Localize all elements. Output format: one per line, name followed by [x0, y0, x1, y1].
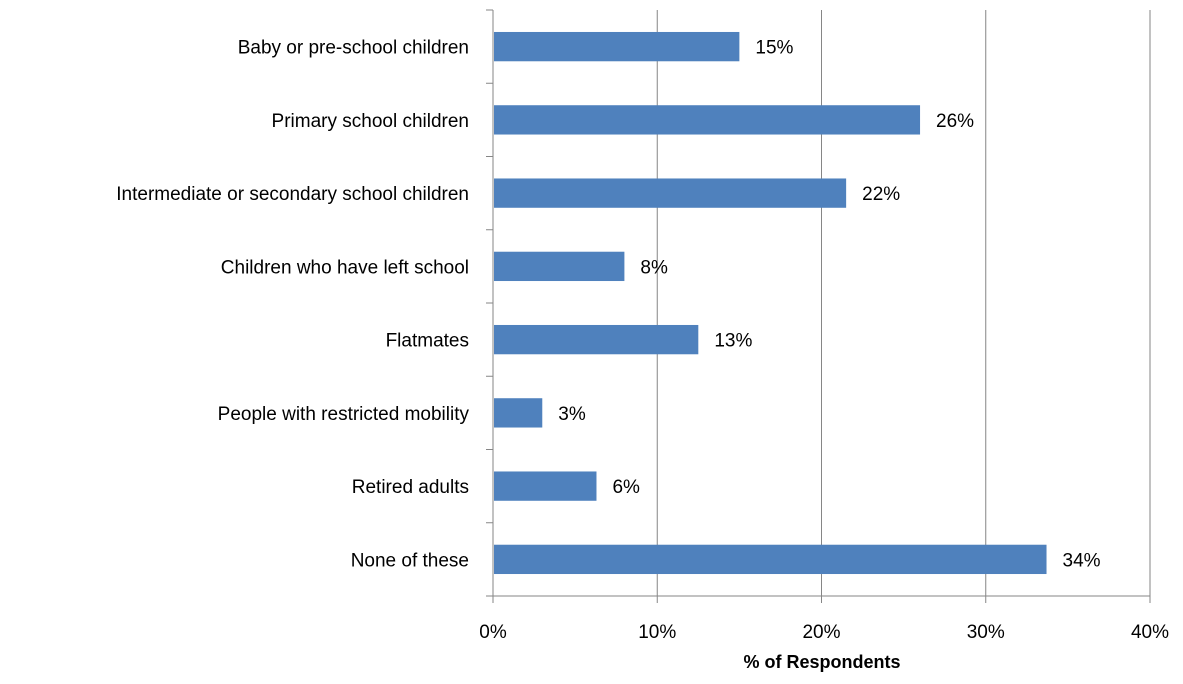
bar — [494, 544, 1047, 575]
bar — [494, 398, 543, 428]
category-label: Children who have left school — [221, 257, 469, 278]
gridlines — [656, 10, 1151, 596]
data-label: 3% — [558, 404, 586, 425]
x-tick-label: 40% — [1131, 622, 1169, 643]
bar — [494, 105, 921, 135]
x-tick-label: 20% — [802, 622, 840, 643]
x-tick-label: 30% — [967, 622, 1005, 643]
bar — [494, 178, 847, 208]
data-label: 8% — [640, 257, 668, 278]
bar — [494, 251, 625, 282]
category-label: Primary school children — [272, 111, 469, 132]
bar — [494, 31, 740, 62]
bar — [494, 471, 597, 501]
data-label: 34% — [1063, 550, 1101, 571]
data-label: 22% — [862, 184, 900, 205]
data-label: 26% — [936, 111, 974, 132]
x-tick-label: 0% — [479, 622, 507, 643]
category-label: People with restricted mobility — [218, 404, 470, 425]
category-label: Retired adults — [352, 477, 469, 498]
data-label: 6% — [612, 477, 640, 498]
bar — [494, 324, 699, 355]
axes — [486, 9, 1151, 603]
x-axis-title: % of Respondents — [743, 652, 900, 672]
data-label: 15% — [755, 38, 793, 59]
labels: 0% 10% 20% 30% 40% Baby or pre-school childre… — [116, 38, 1169, 643]
data-label: 13% — [714, 331, 752, 352]
category-label: Intermediate or secondary school childre… — [116, 184, 469, 205]
category-label: Flatmates — [386, 331, 469, 352]
bars — [494, 31, 1047, 575]
category-label: Baby or pre-school children — [238, 38, 469, 59]
category-label: None of these — [351, 550, 469, 571]
x-tick-label: 10% — [638, 622, 676, 643]
